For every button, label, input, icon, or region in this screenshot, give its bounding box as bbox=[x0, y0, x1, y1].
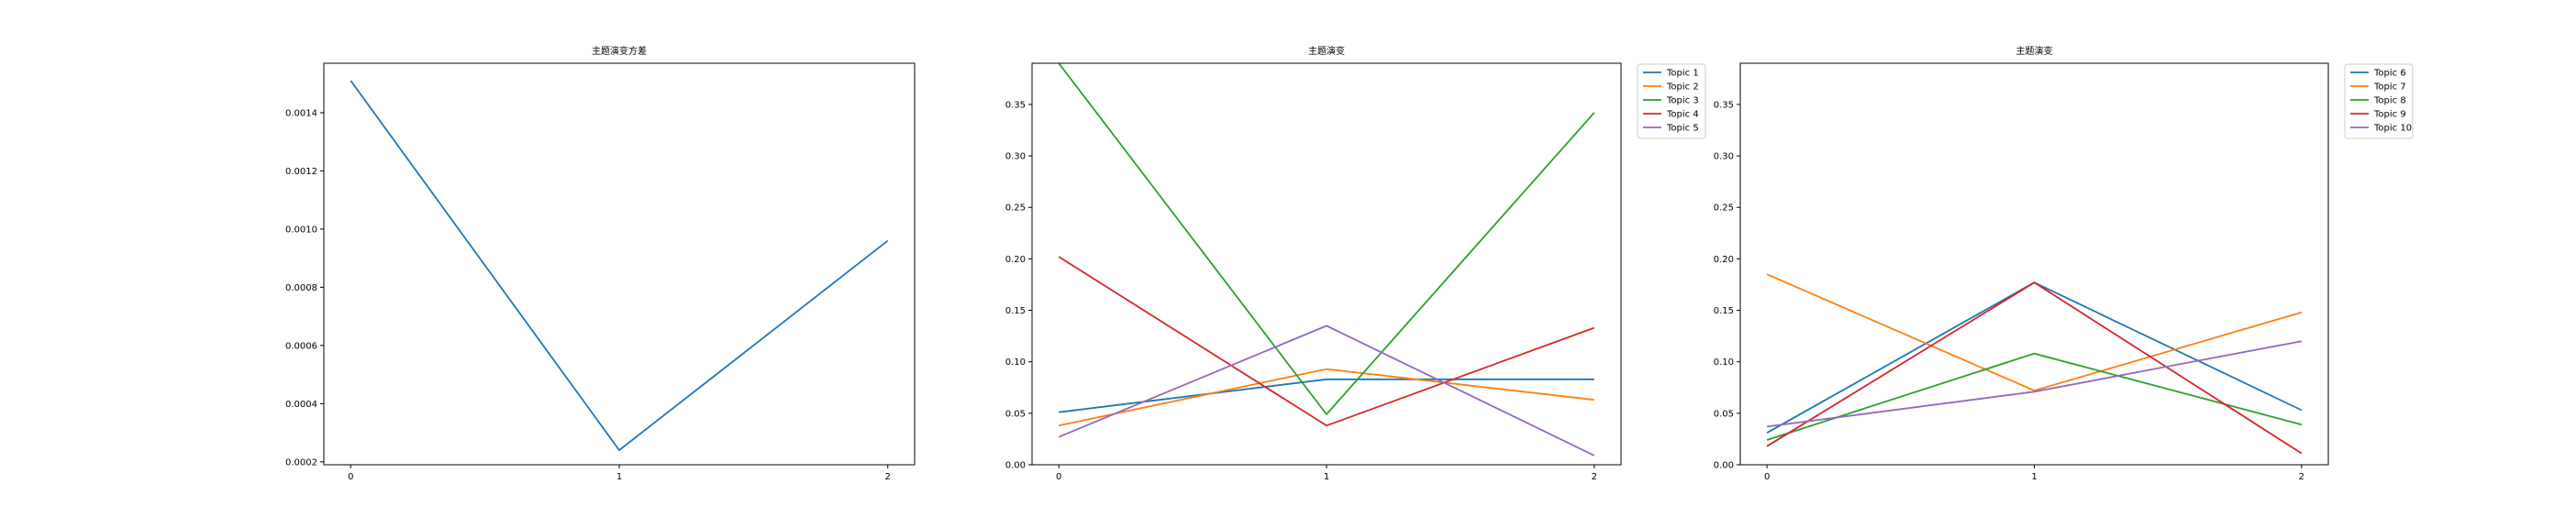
y-tick-label: 0.20 bbox=[1714, 255, 1734, 265]
chart-3: 主题演变 0 1 2 0.00 0.05 0.10 0.15 0.20 0.25 0.30 0.35 T… bbox=[1714, 45, 2414, 482]
legend-box bbox=[1637, 63, 1706, 139]
series-line-topic-4 bbox=[1058, 256, 1595, 427]
series-line-1 bbox=[350, 80, 889, 452]
chart-title: 主题演变 bbox=[2016, 45, 2053, 57]
y-tick-label: 0.00 bbox=[1714, 461, 1734, 471]
legend-label: Topic 5 bbox=[1666, 124, 1699, 134]
series-line-topic-9 bbox=[1766, 281, 2303, 455]
y-tick-label: 0.0012 bbox=[285, 167, 317, 177]
series-line-topic-6 bbox=[1766, 281, 2303, 434]
axes-frame bbox=[323, 62, 916, 466]
series-line-topic-10 bbox=[1766, 340, 2303, 428]
y-tick-label: 0.00 bbox=[1005, 461, 1026, 471]
y-tick-label: 0.0004 bbox=[285, 400, 317, 410]
legend-label: Topic 9 bbox=[2373, 110, 2406, 120]
x-tick-label: 1 bbox=[1324, 472, 1329, 482]
series-line-topic-8 bbox=[1766, 352, 2303, 441]
chart-2: 主题演变 0 1 2 0.00 0.05 0.10 0.15 0.20 0.25 0.30 0.35 T… bbox=[1005, 45, 1706, 482]
x-tick-label: 0 bbox=[1764, 472, 1770, 482]
x-tick-label: 0 bbox=[1056, 472, 1061, 482]
y-tick-label: 0.10 bbox=[1714, 358, 1734, 368]
legend-label: Topic 6 bbox=[2373, 69, 2406, 79]
y-tick-label: 0.15 bbox=[1005, 306, 1026, 316]
x-tick-label: 2 bbox=[2299, 472, 2304, 482]
y-tick-label: 0.35 bbox=[1714, 100, 1734, 110]
y-tick-label: 0.10 bbox=[1005, 358, 1026, 368]
legend-label: Topic 8 bbox=[2373, 96, 2406, 106]
y-tick-label: 0.30 bbox=[1005, 152, 1026, 162]
legend-label: Topic 3 bbox=[1666, 96, 1699, 106]
y-tick-label: 0.20 bbox=[1005, 255, 1026, 265]
chart-title: 主题演变 bbox=[1308, 45, 1345, 57]
x-tick-label: 2 bbox=[1592, 472, 1597, 482]
series-line-topic-7 bbox=[1766, 273, 2303, 392]
axes-frame bbox=[1739, 62, 2329, 466]
series-line-topic-1 bbox=[1059, 378, 1594, 413]
legend-label: Topic 2 bbox=[1666, 82, 1699, 93]
legend-label: Topic 7 bbox=[2373, 82, 2406, 93]
legend-box bbox=[2344, 63, 2414, 139]
y-tick-label: 0.0014 bbox=[285, 108, 317, 118]
y-tick-label: 0.0010 bbox=[285, 225, 317, 235]
y-tick-label: 0.0008 bbox=[285, 283, 317, 293]
series-line-topic-2 bbox=[1059, 368, 1594, 427]
y-tick-label: 0.05 bbox=[1714, 409, 1734, 419]
y-tick-label: 0.0002 bbox=[285, 457, 317, 468]
y-tick-label: 0.35 bbox=[1005, 100, 1026, 110]
y-tick-label: 0.05 bbox=[1005, 409, 1026, 419]
series-line-topic-3 bbox=[1058, 62, 1595, 416]
legend: Topic 1 Topic 2 Topic 3 Topic 4 Topic 5 bbox=[1637, 63, 1706, 139]
legend-label: Topic 4 bbox=[1666, 110, 1699, 120]
y-tick-label: 0.30 bbox=[1714, 152, 1734, 162]
chart-1: 主题演变方差 0 1 2 0.0002 0.0004 0.0006 0.0008 0.0010 0… bbox=[285, 45, 916, 482]
y-tick-label: 0.25 bbox=[1714, 204, 1734, 214]
legend-label: Topic 1 bbox=[1666, 69, 1699, 79]
y-tick-label: 0.15 bbox=[1714, 306, 1734, 316]
x-tick-label: 0 bbox=[348, 472, 353, 482]
x-tick-label: 1 bbox=[616, 472, 622, 482]
y-tick-label: 0.0006 bbox=[285, 341, 317, 351]
series-line-topic-5 bbox=[1058, 324, 1595, 456]
legend-label: Topic 10 bbox=[2373, 124, 2412, 134]
x-tick-label: 1 bbox=[2031, 472, 2037, 482]
legend: Topic 6 Topic 7 Topic 8 Topic 9 Topic 10 bbox=[2344, 63, 2414, 139]
chart-title: 主题演变方差 bbox=[592, 45, 647, 57]
y-tick-label: 0.25 bbox=[1005, 204, 1026, 214]
x-tick-label: 2 bbox=[885, 472, 891, 482]
